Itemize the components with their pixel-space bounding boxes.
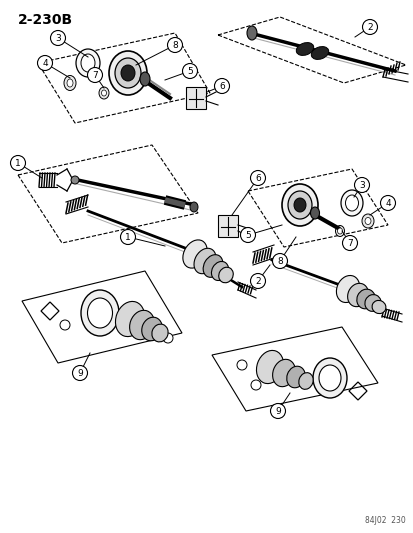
Text: 9: 9 <box>275 407 280 416</box>
Ellipse shape <box>310 207 319 219</box>
Ellipse shape <box>247 26 256 40</box>
Circle shape <box>87 68 102 83</box>
Circle shape <box>250 171 265 185</box>
Text: 2: 2 <box>366 22 372 31</box>
Ellipse shape <box>298 373 313 389</box>
Circle shape <box>272 254 287 269</box>
FancyBboxPatch shape <box>185 87 206 109</box>
Text: 2: 2 <box>254 277 260 286</box>
Ellipse shape <box>99 87 109 99</box>
Ellipse shape <box>347 284 368 306</box>
Circle shape <box>50 30 65 45</box>
Circle shape <box>60 320 70 330</box>
Ellipse shape <box>87 298 112 328</box>
Ellipse shape <box>340 190 362 216</box>
Text: 1: 1 <box>125 232 131 241</box>
Ellipse shape <box>211 262 228 280</box>
Circle shape <box>72 366 87 381</box>
Ellipse shape <box>101 90 106 96</box>
Ellipse shape <box>337 228 342 234</box>
Circle shape <box>214 78 229 93</box>
Circle shape <box>163 333 173 343</box>
Text: 3: 3 <box>55 34 61 43</box>
Ellipse shape <box>356 289 374 309</box>
Ellipse shape <box>361 214 373 228</box>
Ellipse shape <box>335 225 344 237</box>
Text: 5: 5 <box>244 230 250 239</box>
Ellipse shape <box>203 255 222 277</box>
Circle shape <box>362 20 377 35</box>
Text: 8: 8 <box>276 256 282 265</box>
Ellipse shape <box>287 191 311 219</box>
Text: 6: 6 <box>254 174 260 182</box>
Circle shape <box>10 156 26 171</box>
Text: 9: 9 <box>77 368 83 377</box>
Text: 4: 4 <box>42 59 47 68</box>
Ellipse shape <box>371 301 385 313</box>
Text: 5: 5 <box>187 67 192 76</box>
Circle shape <box>270 403 285 418</box>
Circle shape <box>250 273 265 288</box>
Ellipse shape <box>121 65 135 81</box>
Ellipse shape <box>141 317 162 341</box>
Ellipse shape <box>293 198 305 212</box>
Ellipse shape <box>296 43 313 55</box>
Ellipse shape <box>67 79 73 87</box>
Text: 4: 4 <box>384 198 390 207</box>
Ellipse shape <box>311 46 328 59</box>
Text: 7: 7 <box>92 70 97 79</box>
Ellipse shape <box>190 202 197 212</box>
Ellipse shape <box>115 302 144 336</box>
Ellipse shape <box>281 184 317 226</box>
Circle shape <box>380 196 394 211</box>
Ellipse shape <box>336 276 359 303</box>
Ellipse shape <box>81 290 119 336</box>
Ellipse shape <box>218 267 233 283</box>
Circle shape <box>236 360 247 370</box>
Ellipse shape <box>312 358 346 398</box>
Circle shape <box>240 228 255 243</box>
Ellipse shape <box>364 217 370 224</box>
Ellipse shape <box>129 310 154 340</box>
Circle shape <box>342 236 357 251</box>
Text: 84J02  230: 84J02 230 <box>364 516 405 525</box>
Text: 2-230B: 2-230B <box>18 13 73 27</box>
Ellipse shape <box>81 54 95 72</box>
Ellipse shape <box>64 76 76 91</box>
Ellipse shape <box>115 58 141 88</box>
Text: 3: 3 <box>358 181 364 190</box>
FancyBboxPatch shape <box>218 215 237 237</box>
Circle shape <box>167 37 182 52</box>
Ellipse shape <box>345 195 358 211</box>
Circle shape <box>38 55 52 70</box>
Circle shape <box>182 63 197 78</box>
Ellipse shape <box>140 72 150 86</box>
Ellipse shape <box>152 324 168 342</box>
Ellipse shape <box>183 240 206 268</box>
Ellipse shape <box>272 359 295 386</box>
Ellipse shape <box>194 248 216 274</box>
Circle shape <box>354 177 369 192</box>
Ellipse shape <box>364 295 380 311</box>
Text: 8: 8 <box>172 41 178 50</box>
Ellipse shape <box>109 51 147 95</box>
Ellipse shape <box>256 350 283 384</box>
Circle shape <box>71 176 79 184</box>
Text: 7: 7 <box>346 238 352 247</box>
Text: 6: 6 <box>218 82 224 91</box>
Circle shape <box>250 380 260 390</box>
Ellipse shape <box>76 49 100 77</box>
Ellipse shape <box>286 366 304 388</box>
Ellipse shape <box>318 365 340 391</box>
Circle shape <box>120 230 135 245</box>
Text: 1: 1 <box>15 158 21 167</box>
